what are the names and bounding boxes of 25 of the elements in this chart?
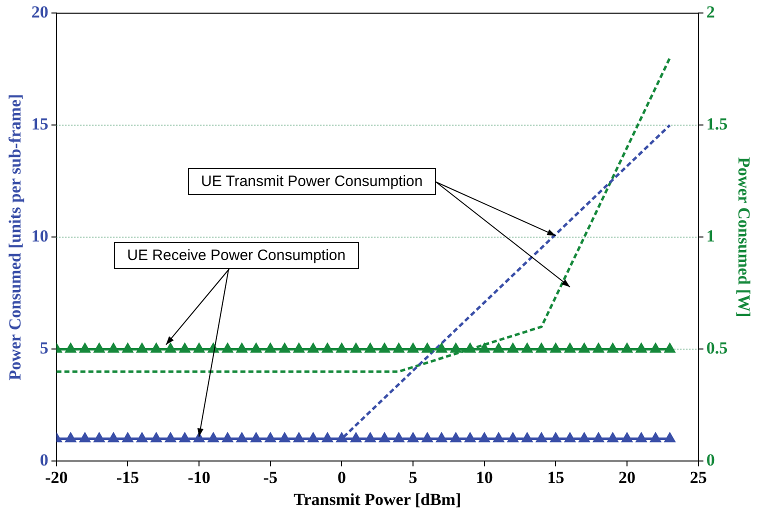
y-tick-label: 5 — [40, 338, 48, 358]
x-axis-title: Transmit Power [dBm] — [294, 490, 462, 510]
x-tick-label: -20 — [45, 468, 68, 487]
annotation: UE Transmit Power Consumption — [188, 168, 436, 195]
y2-tick-label: 2 — [706, 2, 715, 22]
y-tick-label: 20 — [31, 2, 48, 22]
x-tick-label: 5 — [408, 468, 418, 487]
x-tick-label: -5 — [263, 468, 278, 487]
x-tick-label: 15 — [547, 468, 564, 487]
y2-tick-label: 0.5 — [706, 338, 728, 358]
x-tick-label: 25 — [690, 468, 707, 487]
y-tick-label: 15 — [31, 114, 48, 134]
x-tick-label: -15 — [116, 468, 140, 487]
x-tick-label: 20 — [618, 468, 636, 487]
x-tick-label: 10 — [476, 468, 493, 487]
y-axis-title: Power Consumed [units per sub-frame] — [6, 94, 25, 380]
annotation: UE Receive Power Consumption — [114, 242, 359, 269]
x-tick-label: -10 — [188, 468, 210, 487]
y2-tick-label: 1.5 — [706, 114, 728, 134]
y-tick-label: 10 — [31, 226, 48, 246]
y2-tick-label: 0 — [706, 450, 715, 470]
y2-tick-label: 1 — [706, 226, 715, 246]
x-tick-label: 0 — [337, 468, 346, 487]
y2-axis-title: Power Consumed [W] — [734, 157, 754, 318]
y-tick-label: 0 — [40, 450, 48, 470]
